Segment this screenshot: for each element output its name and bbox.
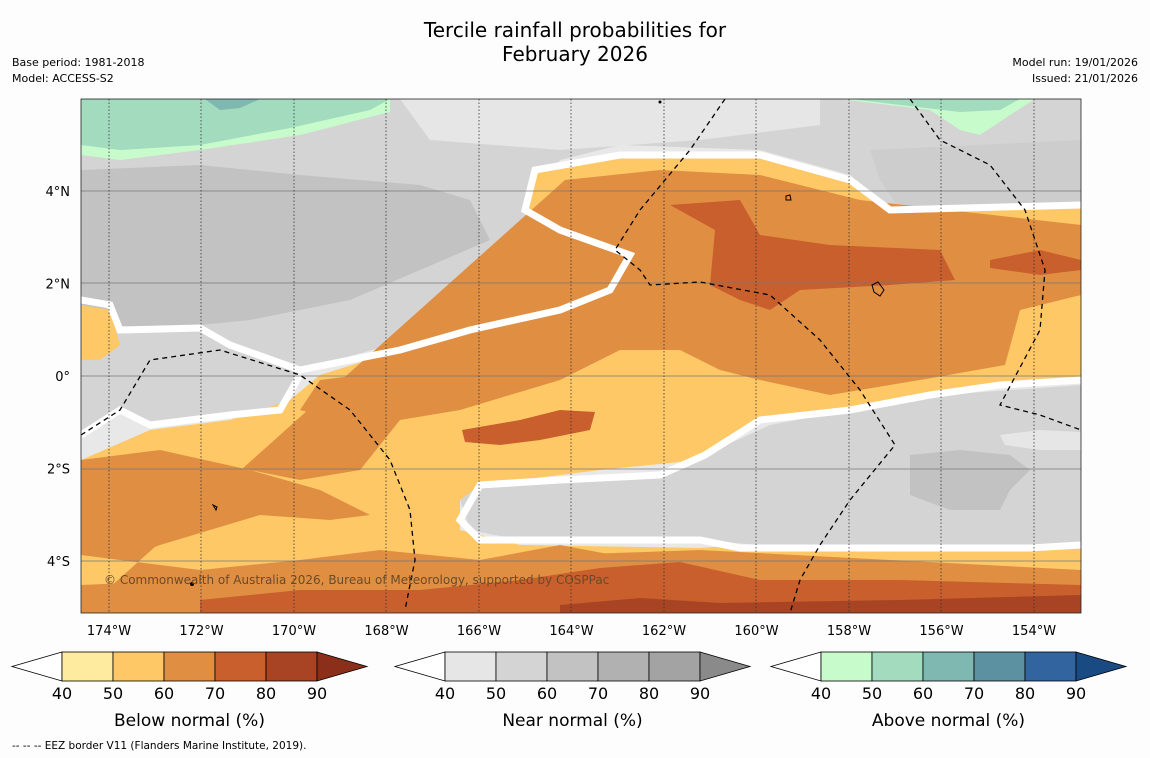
colorbar-under-triangle xyxy=(393,651,446,682)
probability-boundary-south xyxy=(455,376,1081,552)
colorbar-tick: 70 xyxy=(205,684,225,703)
colorbar-segment xyxy=(444,651,497,682)
colorbar-segment xyxy=(61,651,114,682)
colorbar-tick: 50 xyxy=(486,684,506,703)
latitude-label: 4°N xyxy=(46,185,71,200)
colorbar-tick: 70 xyxy=(964,684,984,703)
colorbar-tick: 90 xyxy=(307,684,327,703)
colorbar-segment xyxy=(265,651,318,682)
colorbar-segment xyxy=(1024,651,1077,682)
below-normal-west-patch xyxy=(81,305,120,360)
below-normal-south-80 xyxy=(560,595,1081,613)
run-info: Model run: 19/01/2026 Issued: 21/01/2026 xyxy=(1012,55,1138,87)
longitude-label: 174°W xyxy=(87,624,131,639)
near-normal-north-light xyxy=(400,99,820,150)
colorbar-segment xyxy=(546,651,599,682)
title-line-1: Tercile rainfall probabilities for xyxy=(423,18,727,42)
longitude-label: 158°W xyxy=(827,624,871,639)
map-title: Tercile rainfall probabilities for Febru… xyxy=(0,18,1150,66)
near-normal-north-darker xyxy=(81,165,490,330)
colorbar-segment xyxy=(495,651,548,682)
colorbar-tick: 80 xyxy=(256,684,276,703)
latitude-label: 0° xyxy=(55,370,70,385)
above-normal-nw-50 xyxy=(81,99,390,150)
colorbar-segment xyxy=(112,651,165,682)
below-normal-70-north xyxy=(670,200,955,310)
colorbar-tick: 60 xyxy=(154,684,174,703)
colorbar-segment xyxy=(163,651,216,682)
colorbar-segment xyxy=(214,651,267,682)
colorbar-tick: 40 xyxy=(435,684,455,703)
colorbar-tick: 50 xyxy=(862,684,882,703)
colorbar-tick: 50 xyxy=(103,684,123,703)
colorbar-segment xyxy=(648,651,701,682)
longitude-label: 156°W xyxy=(919,624,963,639)
eez-footnote: -- -- -- EEZ border V11 (Flanders Marine… xyxy=(12,740,307,752)
colorbar-label: Near normal (%) xyxy=(502,711,642,731)
colorbar-tick: 60 xyxy=(537,684,557,703)
colorbar-over-triangle xyxy=(316,651,369,682)
colorbar-tick: 80 xyxy=(1015,684,1035,703)
colorbar-label: Below normal (%) xyxy=(114,711,265,731)
colorbar-over-triangle xyxy=(699,651,752,682)
latitude-label: 4°S xyxy=(47,555,70,570)
near-normal-north-east xyxy=(870,140,1081,210)
above-normal-ne-50 xyxy=(850,99,1020,112)
latitude-label: 2°S xyxy=(47,463,70,478)
below-normal-60-central xyxy=(300,175,1081,420)
colorbar-tick: 80 xyxy=(639,684,659,703)
longitude-label: 162°W xyxy=(642,624,686,639)
longitude-label: 168°W xyxy=(364,624,408,639)
below-normal-70-east xyxy=(990,250,1081,275)
map-plot-area: © Commonwealth of Australia 2026, Bureau… xyxy=(81,99,1081,613)
colorbar-segment xyxy=(820,651,873,682)
copyright-text: © Commonwealth of Australia 2026, Bureau… xyxy=(104,573,609,587)
latitude-gridlines xyxy=(81,190,1081,562)
below-normal-70-mid xyxy=(462,410,595,445)
near-normal-south-darker xyxy=(910,450,1030,510)
colorbar-tick: 40 xyxy=(811,684,831,703)
longitude-label: 160°W xyxy=(734,624,778,639)
issued-date: Issued: 21/01/2026 xyxy=(1031,72,1138,85)
islands xyxy=(190,100,885,586)
model-info: Base period: 1981-2018 Model: ACCESS-S2 xyxy=(12,55,144,87)
colorbar-tick: 70 xyxy=(588,684,608,703)
colorbar-segment xyxy=(922,651,975,682)
longitude-label: 166°W xyxy=(457,624,501,639)
longitude-gridlines xyxy=(108,99,1035,613)
colorbar-under-triangle xyxy=(10,651,63,682)
below-normal-south-70 xyxy=(200,562,1081,613)
below-normal-60-south xyxy=(81,455,370,560)
colorbar-segment xyxy=(871,651,924,682)
colorbar-under-triangle xyxy=(769,651,822,682)
title-line-2: February 2026 xyxy=(502,42,648,66)
above-normal-nw-60 xyxy=(205,99,260,110)
latitude-label: 2°N xyxy=(46,278,71,293)
base-period: Base period: 1981-2018 xyxy=(12,56,145,69)
longitude-label: 154°W xyxy=(1012,624,1056,639)
colorbar-tick: 90 xyxy=(1066,684,1086,703)
longitude-label: 170°W xyxy=(272,624,316,639)
colorbar-tick: 40 xyxy=(52,684,72,703)
probability-boundary-north xyxy=(81,151,1081,374)
near-normal-south-lighter xyxy=(1000,430,1081,450)
model-run: Model run: 19/01/2026 xyxy=(1012,56,1138,69)
map-frame xyxy=(80,98,1082,614)
model-name: Model: ACCESS-S2 xyxy=(12,72,114,85)
eez-borders xyxy=(81,99,1081,613)
colorbar-tick: 60 xyxy=(913,684,933,703)
colorbar-segment xyxy=(973,651,1026,682)
colorbar-tick: 90 xyxy=(690,684,710,703)
longitude-label: 164°W xyxy=(549,624,593,639)
longitude-label: 172°W xyxy=(179,624,223,639)
colorbar-over-triangle xyxy=(1075,651,1128,682)
colorbar-label: Above normal (%) xyxy=(872,711,1025,731)
colorbar-segment xyxy=(597,651,650,682)
near-normal-south xyxy=(460,385,1081,550)
